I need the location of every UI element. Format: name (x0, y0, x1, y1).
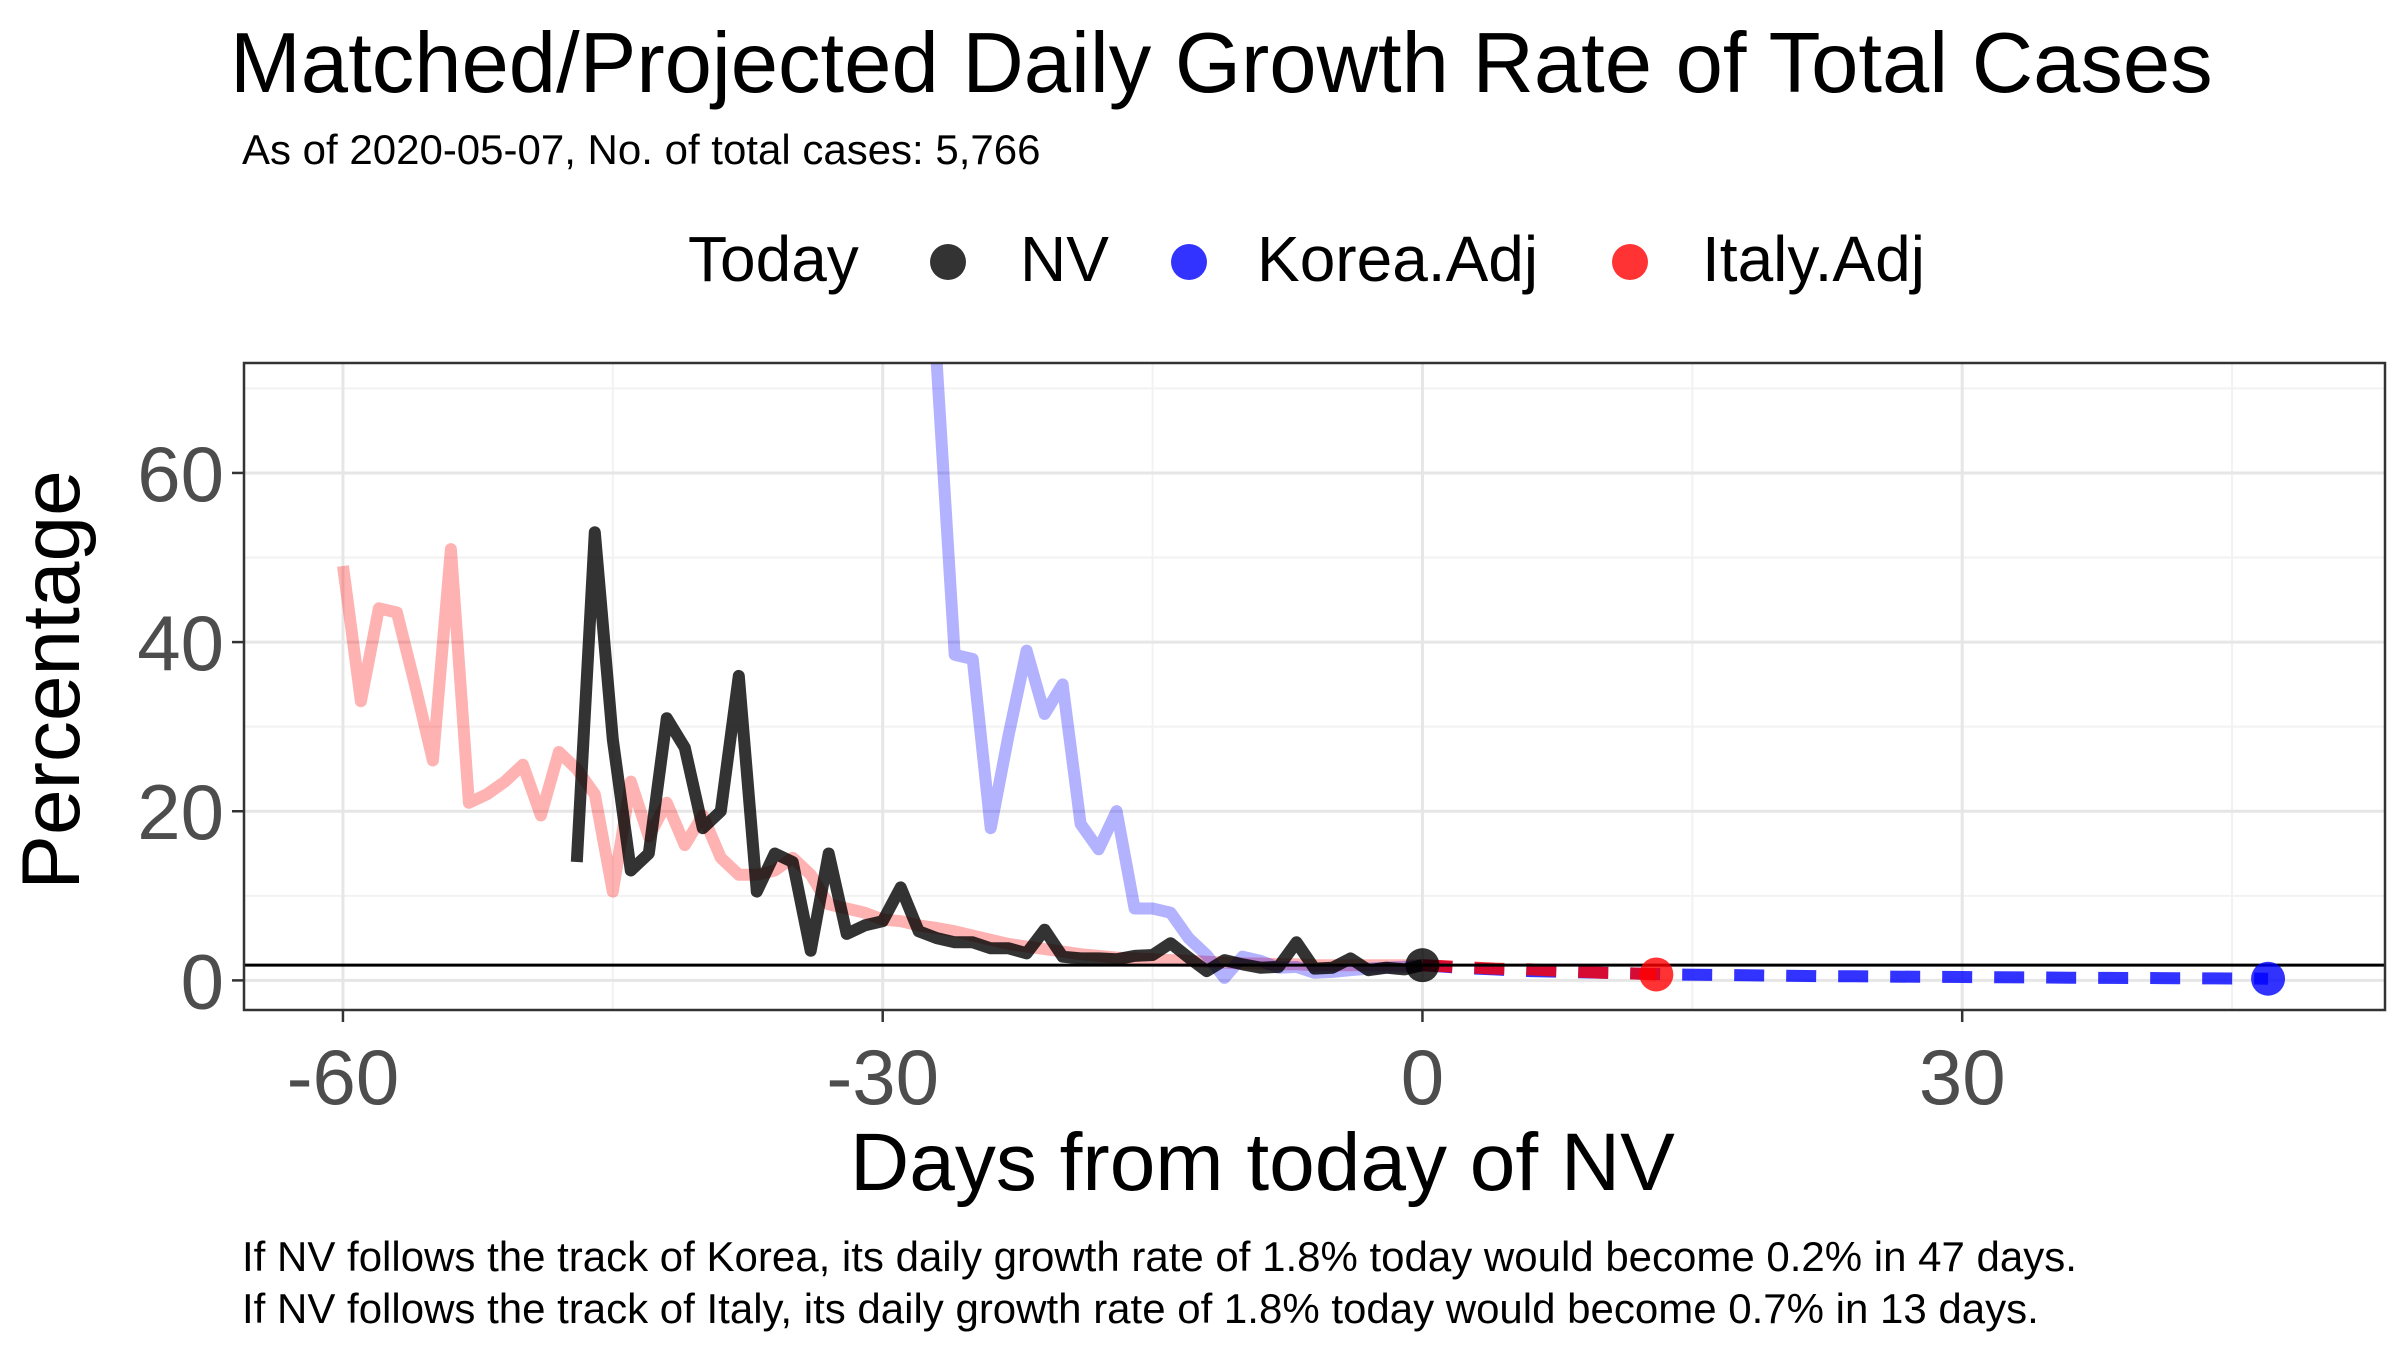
legend-label-italy: Italy.Adj (1702, 223, 1925, 295)
y-tick-label: 20 (137, 768, 224, 856)
x-tick-label: 0 (1401, 1033, 1444, 1121)
today-point-korea-adj (2251, 961, 2286, 996)
x-tick-label: 30 (1919, 1033, 2006, 1121)
today-points (1405, 948, 2286, 996)
series-line-nv (570, 526, 1424, 978)
minor-gridlines (244, 363, 2385, 1010)
x-tick-label: -30 (826, 1033, 939, 1121)
legend: Today NV Korea.Adj Italy.Adj (0, 210, 2400, 300)
legend-label-nv: NV (1020, 223, 1109, 295)
panel-border (242, 361, 2387, 1012)
today-point-nv (1405, 948, 1440, 983)
caption-italy: If NV follows the track of Italy, its da… (242, 1285, 2039, 1332)
legend-key-nv (930, 244, 966, 280)
today-point-italy-adj (1639, 957, 1674, 992)
chart-title: Matched/Projected Daily Growth Rate of T… (230, 16, 2213, 111)
x-axis-title: Days from today of NV (850, 1117, 1675, 1208)
series-line-korea-adj-history (930, 363, 1423, 984)
legend-key-korea (1171, 244, 1207, 280)
y-axis-title: Percentage (6, 470, 97, 890)
y-tick-label: 0 (181, 937, 224, 1025)
series-line-korea-adj-projection (1421, 959, 2269, 985)
series-group (337, 363, 2269, 985)
series-line-italy-adj-projection (1422, 959, 1657, 981)
caption-korea: If NV follows the track of Korea, its da… (242, 1233, 2077, 1280)
y-tick-label: 40 (137, 599, 224, 687)
legend-label-korea: Korea.Adj (1257, 223, 1539, 295)
chart-subtitle: As of 2020-05-07, No. of total cases: 5,… (242, 126, 1041, 173)
major-gridlines (244, 363, 2385, 1010)
x-tick-label: -60 (287, 1033, 400, 1121)
legend-key-italy (1612, 244, 1648, 280)
y-tick-label: 60 (137, 430, 224, 518)
legend-title: Today (688, 223, 859, 295)
